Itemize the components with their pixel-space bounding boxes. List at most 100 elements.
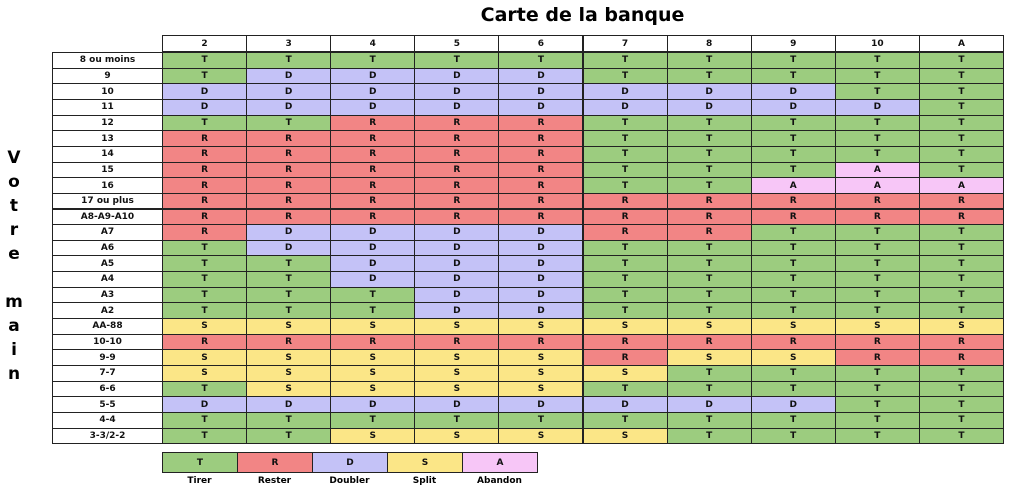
cell: T [918, 286, 1004, 304]
cell: D [330, 83, 416, 100]
cell: D [246, 98, 332, 116]
row-label: 6-6 [52, 380, 163, 398]
title: Carte de la banque [480, 4, 685, 26]
cell: T [834, 145, 920, 163]
cell: D [414, 224, 500, 241]
cell: R [162, 177, 248, 194]
cell: R [330, 192, 416, 210]
cell: D [750, 98, 836, 116]
cell: R [246, 192, 332, 210]
cell: T [162, 411, 248, 429]
row-label: 4-4 [52, 411, 163, 429]
cell: S [498, 365, 584, 382]
cell: R [162, 161, 248, 179]
cell: D [498, 98, 584, 116]
cell: D [498, 255, 584, 273]
cell: R [414, 145, 500, 163]
cell: R [498, 130, 584, 147]
cell: T [918, 83, 1004, 100]
cell: T [162, 52, 248, 69]
cell: R [246, 161, 332, 179]
cell: T [918, 380, 1004, 398]
cell: D [330, 271, 416, 288]
cell: D [834, 98, 920, 116]
cell: S [330, 427, 416, 445]
cell: T [834, 411, 920, 429]
cell: T [162, 302, 248, 320]
cell: S [162, 318, 248, 335]
legend-label: Abandon [477, 476, 522, 486]
cell: A [750, 177, 836, 194]
cell: T [666, 271, 752, 288]
cell: T [582, 67, 668, 85]
cell: R [834, 349, 920, 366]
cell: S [582, 365, 668, 382]
cell: T [582, 161, 668, 179]
cell: T [834, 67, 920, 85]
cell: T [246, 302, 332, 320]
cell: R [750, 333, 836, 351]
row-label: 7-7 [52, 365, 163, 382]
cell: S [414, 365, 500, 382]
cell: D [330, 255, 416, 273]
cell: S [414, 427, 500, 445]
cell: S [330, 380, 416, 398]
cell: T [918, 271, 1004, 288]
cell: R [834, 333, 920, 351]
column-header: 4 [330, 35, 416, 52]
cell: R [918, 349, 1004, 366]
cell: R [918, 333, 1004, 351]
cell: T [666, 177, 752, 194]
cell: T [750, 427, 836, 445]
cell: T [582, 239, 668, 257]
cell: T [666, 145, 752, 163]
cell: T [750, 302, 836, 320]
cell: R [414, 130, 500, 147]
row-label: A2 [52, 302, 163, 320]
cell: R [414, 192, 500, 210]
cell: D [162, 83, 248, 100]
cell: R [162, 145, 248, 163]
cell: T [750, 255, 836, 273]
cell: S [330, 349, 416, 366]
cell: R [666, 208, 752, 226]
cell: T [834, 255, 920, 273]
cell: R [834, 208, 920, 226]
cell: D [582, 83, 668, 100]
cell: S [162, 349, 248, 366]
cell: R [330, 114, 416, 132]
cell: S [162, 365, 248, 382]
cell: D [666, 98, 752, 116]
cell: R [666, 224, 752, 241]
cell: T [918, 427, 1004, 445]
cell: D [582, 396, 668, 413]
cell: S [498, 349, 584, 366]
cell: T [750, 114, 836, 132]
column-header: 10 [834, 35, 920, 52]
cell: S [414, 318, 500, 335]
cell: T [666, 302, 752, 320]
cell: R [918, 208, 1004, 226]
cell: T [666, 239, 752, 257]
cell: T [750, 365, 836, 382]
column-header: A [918, 35, 1004, 52]
cell: T [582, 411, 668, 429]
row-label: 11 [52, 98, 163, 116]
cell: T [666, 52, 752, 69]
cell: D [414, 83, 500, 100]
column-header: 5 [414, 35, 500, 52]
cell: S [834, 318, 920, 335]
cell: R [246, 130, 332, 147]
cell: D [498, 224, 584, 241]
cell: T [162, 239, 248, 257]
cell: T [666, 380, 752, 398]
cell: T [918, 255, 1004, 273]
row-label: AA-88 [52, 318, 163, 335]
cell: R [666, 192, 752, 210]
cell: D [498, 286, 584, 304]
cell: D [414, 286, 500, 304]
cell: D [498, 302, 584, 320]
cell: R [330, 161, 416, 179]
cell: T [162, 114, 248, 132]
row-label: 17 ou plus [52, 192, 163, 210]
